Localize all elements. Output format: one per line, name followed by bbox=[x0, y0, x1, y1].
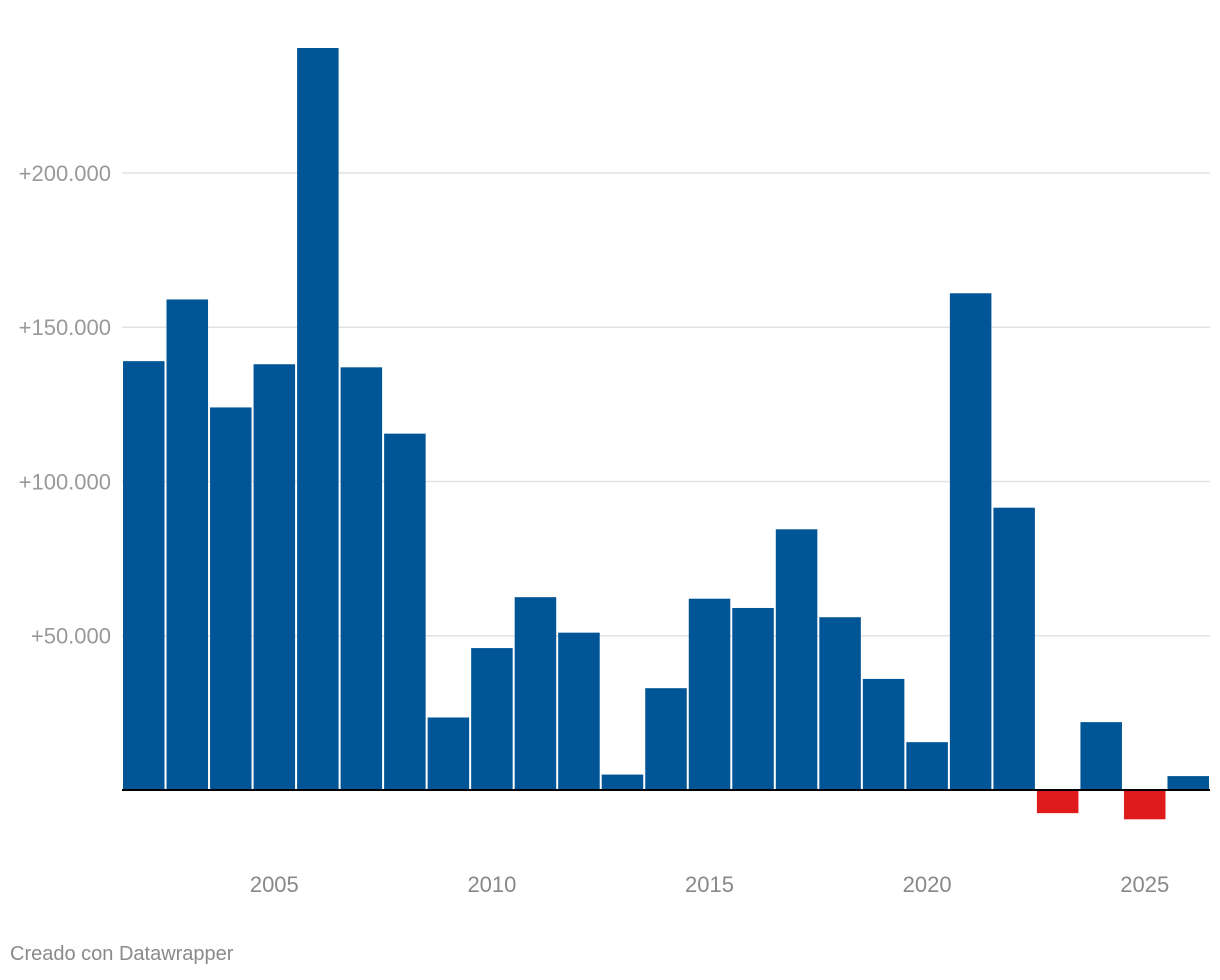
bar-2009 bbox=[427, 717, 470, 790]
x-tick-label: 2025 bbox=[1120, 872, 1169, 897]
bar-2006 bbox=[297, 48, 339, 790]
bar-2003 bbox=[166, 299, 209, 790]
bar-2011 bbox=[514, 597, 557, 790]
x-tick-label: 2005 bbox=[250, 872, 299, 897]
bar-2016 bbox=[732, 607, 774, 790]
bars bbox=[123, 48, 1209, 820]
y-tick-label: +50.000 bbox=[31, 624, 111, 649]
y-tick-label: +150.000 bbox=[19, 315, 111, 340]
x-tick-label: 2020 bbox=[903, 872, 952, 897]
bar-2022 bbox=[993, 507, 1035, 790]
bar-2010 bbox=[471, 648, 513, 790]
bar-2014 bbox=[645, 688, 687, 790]
bar-2018 bbox=[819, 617, 861, 790]
y-tick-label: +100.000 bbox=[19, 469, 111, 494]
y-axis-ticks: +50.000 +100.000 +150.000 +200.000 bbox=[19, 161, 111, 649]
bar-2008 bbox=[384, 433, 426, 790]
bar-2025 bbox=[1123, 790, 1166, 820]
x-tick-label: 2015 bbox=[685, 872, 734, 897]
bar-2023 bbox=[1036, 790, 1079, 814]
bar-2026 bbox=[1167, 776, 1209, 790]
credit-text: Creado con Datawrapper bbox=[10, 943, 234, 965]
bar-2007 bbox=[340, 367, 383, 790]
x-tick-label: 2010 bbox=[467, 872, 516, 897]
x-axis-ticks: 2005 2010 2015 2020 2025 bbox=[250, 872, 1169, 897]
bar-2015 bbox=[688, 598, 731, 790]
bar-2013 bbox=[601, 774, 644, 790]
bar-2020 bbox=[906, 742, 948, 790]
bar-2024 bbox=[1080, 722, 1122, 790]
y-tick-label: +200.000 bbox=[19, 161, 111, 186]
bar-2002 bbox=[123, 361, 165, 790]
bar-2004 bbox=[210, 407, 252, 790]
bar-chart: +50.000 +100.000 +150.000 +200.000 2005 2010… bbox=[19, 48, 1210, 897]
bar-2012 bbox=[558, 632, 600, 790]
bar-2017 bbox=[775, 529, 818, 790]
bar-2021 bbox=[949, 293, 992, 790]
bar-2019 bbox=[862, 678, 905, 790]
bar-2005 bbox=[253, 364, 296, 790]
